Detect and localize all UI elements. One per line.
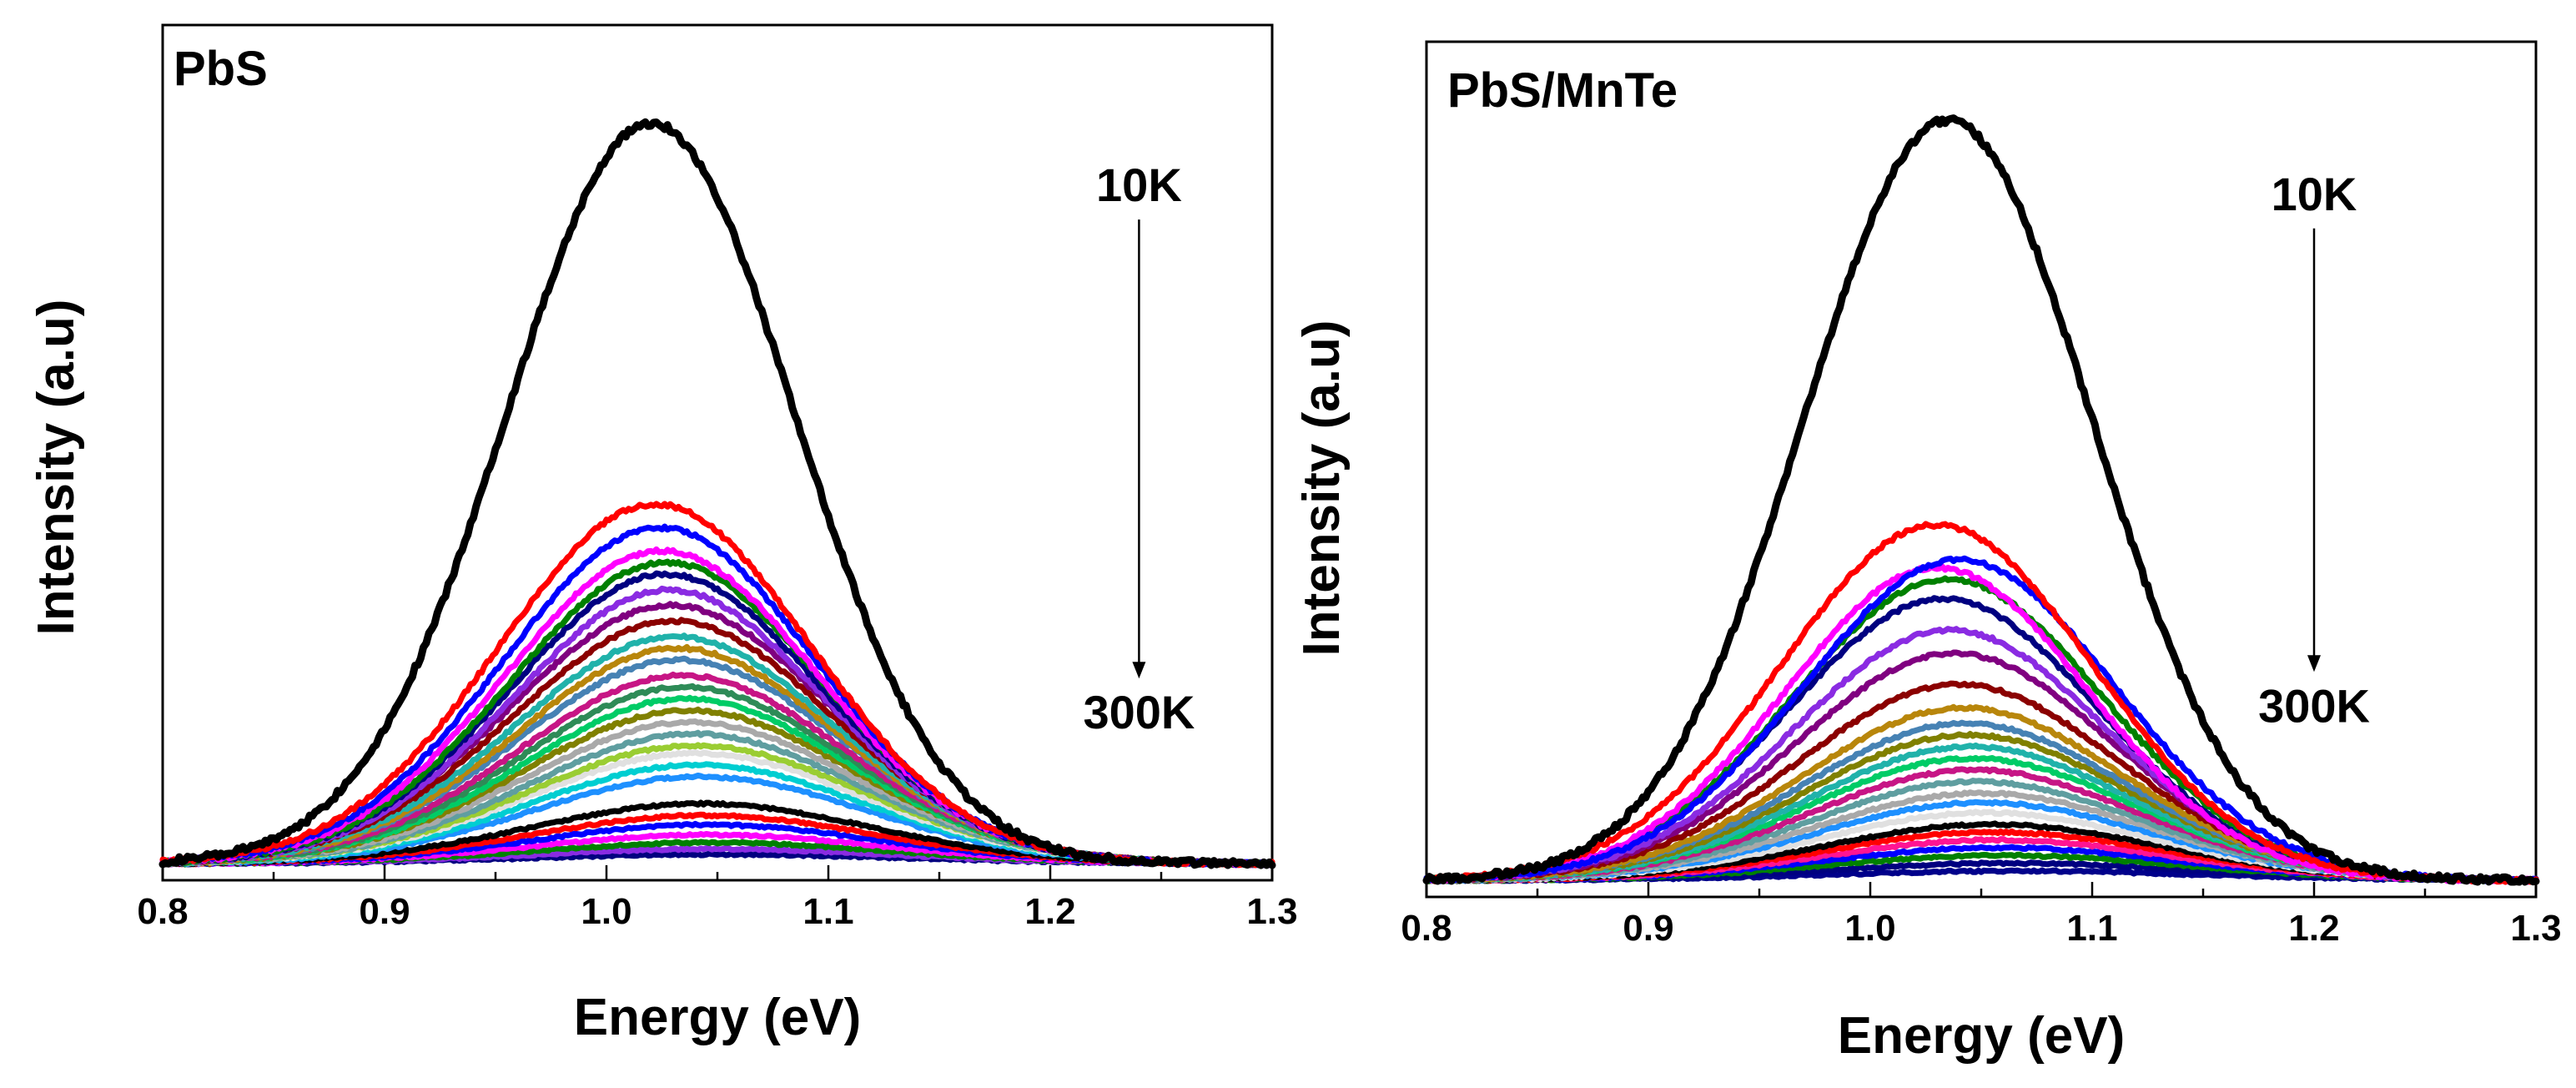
x-axis-label: Energy (eV) bbox=[1838, 1007, 2126, 1065]
series-line-40k bbox=[1423, 563, 2539, 885]
x-tick-label: 1.1 bbox=[2066, 908, 2117, 949]
x-tick-label: 1.2 bbox=[1024, 891, 1075, 932]
temperature-label-10k: 10K bbox=[1096, 159, 1182, 211]
series-line-20k bbox=[159, 501, 1275, 869]
series-layer bbox=[1422, 114, 2540, 886]
x-axis-ticks: 0.8 0.9 1.0 1.1 1.2 1.3 bbox=[137, 865, 1298, 932]
series-layer bbox=[158, 118, 1276, 869]
temperature-label-300k: 300K bbox=[2258, 679, 2370, 732]
x-tick-label: 1.1 bbox=[802, 891, 853, 932]
temperature-arrow-head bbox=[2307, 655, 2321, 672]
x-tick-label: 0.8 bbox=[137, 891, 188, 932]
x-tick-label: 0.9 bbox=[359, 891, 410, 932]
x-tick-label: 0.8 bbox=[1401, 908, 1452, 949]
x-tick-label: 1.0 bbox=[581, 891, 631, 932]
x-tick-label: 1.3 bbox=[2510, 908, 2561, 949]
series-line-10k bbox=[1422, 114, 2540, 886]
y-axis-label: Intensity (a.u) bbox=[28, 299, 85, 635]
x-tick-label: 0.9 bbox=[1623, 908, 1673, 949]
panel-title: PbS/MnTe bbox=[1447, 63, 1678, 118]
x-axis-label: Energy (eV) bbox=[574, 989, 862, 1046]
x-tick-label: 1.2 bbox=[2288, 908, 2339, 949]
panel-pbs: 0.8 0.9 1.0 1.1 1.2 1.3 PbS Energy (eV) Inten… bbox=[28, 23, 1298, 1046]
temperature-label-300k: 300K bbox=[1083, 686, 1195, 738]
x-tick-label: 1.0 bbox=[1844, 908, 1895, 949]
panel-pbs-mnte: 0.8 0.9 1.0 1.1 1.2 1.3 PbS/MnTe Energy (eV) … bbox=[1293, 40, 2562, 1065]
panel-title: PbS bbox=[174, 42, 268, 96]
series-line-10k bbox=[158, 118, 1276, 869]
temperature-arrow-head bbox=[1132, 662, 1146, 679]
temperature-label-10k: 10K bbox=[2272, 168, 2357, 220]
y-axis-label: Intensity (a.u) bbox=[1293, 320, 1351, 656]
x-tick-label: 1.3 bbox=[1246, 891, 1297, 932]
x-axis-ticks: 0.8 0.9 1.0 1.1 1.2 1.3 bbox=[1401, 882, 2562, 949]
plot-frame bbox=[161, 23, 1274, 882]
